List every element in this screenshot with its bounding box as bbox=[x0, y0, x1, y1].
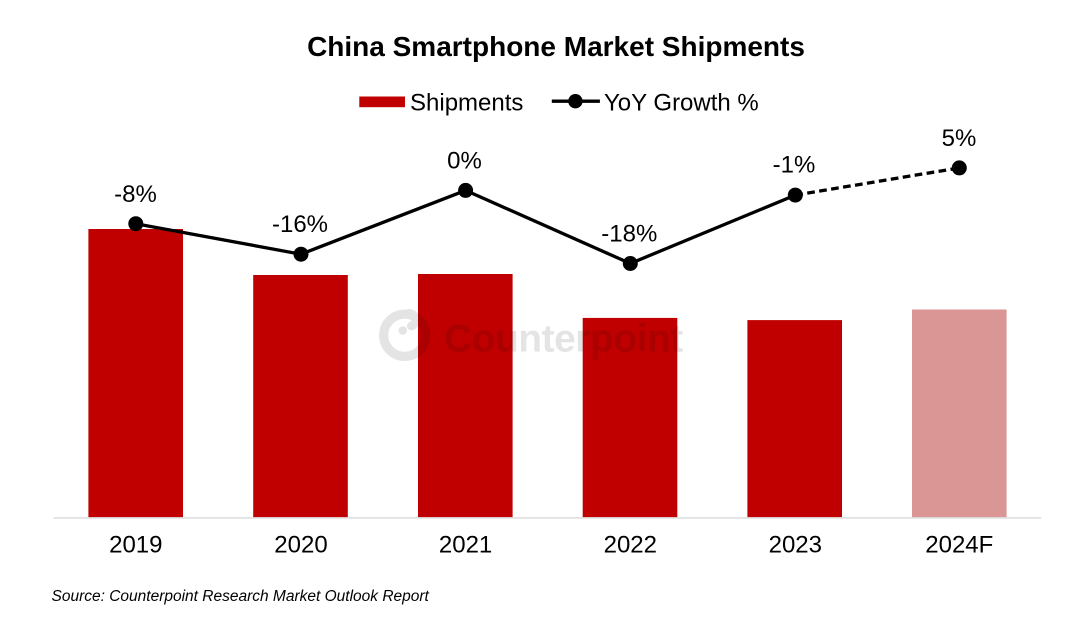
svg-text:0%: 0% bbox=[447, 148, 482, 175]
svg-text:China Smartphone Market Shipme: China Smartphone Market Shipments bbox=[307, 31, 805, 62]
svg-text:2022: 2022 bbox=[604, 532, 657, 559]
svg-text:-18%: -18% bbox=[601, 221, 657, 248]
svg-text:-16%: -16% bbox=[272, 211, 328, 238]
svg-text:Source: Counterpoint Research: Source: Counterpoint Research Market Out… bbox=[52, 588, 430, 605]
svg-text:Shipments: Shipments bbox=[410, 90, 523, 117]
svg-text:2020: 2020 bbox=[274, 532, 327, 559]
svg-text:YoY Growth %: YoY Growth % bbox=[604, 90, 759, 117]
svg-text:2023: 2023 bbox=[769, 532, 822, 559]
svg-text:-8%: -8% bbox=[114, 181, 157, 208]
svg-text:2019: 2019 bbox=[109, 532, 162, 559]
svg-text:2024F: 2024F bbox=[925, 532, 993, 559]
svg-text:2021: 2021 bbox=[439, 532, 492, 559]
svg-text:5%: 5% bbox=[942, 125, 977, 152]
svg-text:Counterpoint: Counterpoint bbox=[444, 318, 683, 361]
svg-text:-1%: -1% bbox=[773, 152, 816, 179]
